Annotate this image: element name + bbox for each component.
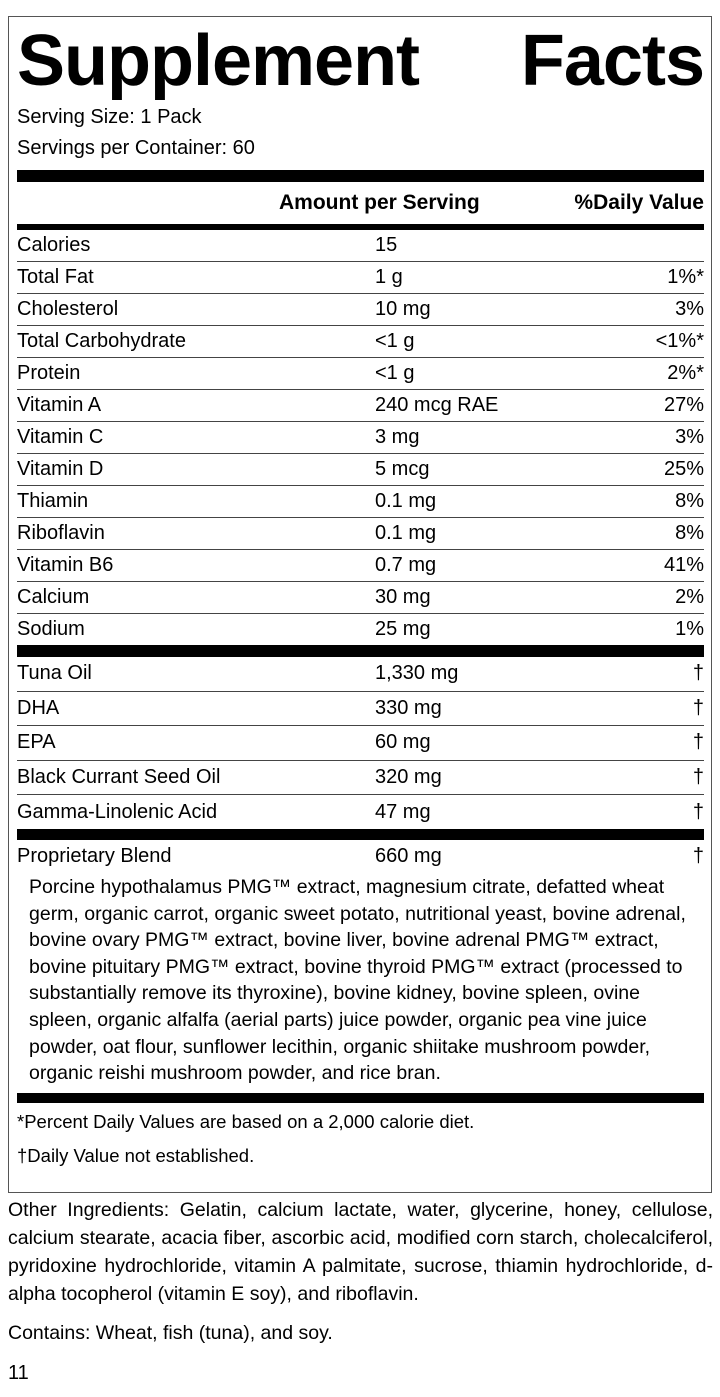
nutrient-name: Total Carbohydrate — [17, 330, 186, 352]
nutrient-name: Thiamin — [17, 490, 89, 512]
nutrient-row: Cholesterol 10 mg 3% — [17, 294, 704, 326]
nutrient-row: Total Carbohydrate <1 g <1%* — [17, 326, 704, 358]
title-word: Supplement — [17, 21, 420, 101]
nutrient-row: Sodium 25 mg 1% — [17, 614, 704, 646]
nutrient-dv: 2%* — [667, 362, 704, 384]
nutrient-dv: † — [692, 731, 704, 754]
nutrient-row: Vitamin A 240 mcg RAE 27% — [17, 390, 704, 422]
nutrient-row: Vitamin D 5 mcg 25% — [17, 454, 704, 486]
serving-size: Serving Size: 1 Pack — [17, 106, 202, 128]
nutrient-name: Riboflavin — [17, 522, 105, 544]
nutrient-dv: 2% — [675, 586, 704, 608]
nutrient-name: Calories — [17, 234, 91, 256]
nutrient-dv: 25% — [663, 458, 704, 480]
nutrient-dv: † — [692, 800, 704, 823]
supplement-facts-panel: Supplement Facts Serving Size: 1 Pack Se… — [8, 16, 712, 1193]
footnote-percent: *Percent Daily Values are based on a 2,0… — [17, 1110, 475, 1132]
nutrient-name: Protein — [17, 362, 81, 384]
nutrient-dv: † — [692, 845, 704, 868]
panel-title: Supplement Facts — [17, 21, 705, 101]
nutrient-amount: 0.1 mg — [375, 522, 437, 544]
nutrient-dv: 3% — [675, 298, 704, 320]
nutrient-dv: † — [692, 696, 704, 719]
nutrient-amount: 1 g — [375, 266, 403, 288]
divider-thick — [17, 1092, 704, 1103]
nutrient-row: Calories 15 — [17, 230, 704, 262]
nutrient-name: Gamma-Linolenic Acid — [17, 800, 218, 823]
nutrient-amount: <1 g — [375, 362, 415, 384]
nutrient-amount: 25 mg — [375, 618, 431, 640]
nutrient-row: EPA 60 mg † — [17, 726, 704, 761]
title-word: Facts — [520, 21, 705, 101]
nutrient-row: Gamma-Linolenic Acid 47 mg † — [17, 795, 704, 830]
nutrient-name: Total Fat — [17, 266, 94, 288]
dv-header: %Daily Value — [574, 191, 704, 214]
nutrient-amount: 15 — [375, 234, 398, 256]
nutrient-name: Proprietary Blend — [17, 845, 172, 868]
nutrient-amount: 30 mg — [375, 586, 431, 608]
nutrient-amount: 0.7 mg — [375, 554, 437, 576]
nutrient-row: DHA 330 mg † — [17, 692, 704, 727]
nutrient-name: Sodium — [17, 618, 85, 640]
servings-per-container: Servings per Container: 60 — [17, 137, 255, 159]
nutrient-dv: 41% — [663, 554, 704, 576]
allergen-statement: Contains: Wheat, fish (tuna), and soy. — [8, 1322, 333, 1344]
nutrient-row: Thiamin 0.1 mg 8% — [17, 486, 704, 518]
nutrient-row: Black Currant Seed Oil 320 mg † — [17, 761, 704, 796]
nutrient-amount: <1 g — [375, 330, 415, 352]
footnote-dagger: †Daily Value not established. — [17, 1144, 255, 1166]
nutrient-row: Total Fat 1 g 1%* — [17, 262, 704, 294]
nutrient-row: Vitamin B6 0.7 mg 41% — [17, 550, 704, 582]
other-ingredients: Other Ingredients: Gelatin, calcium lact… — [8, 1199, 713, 1305]
nutrient-amount: 0.1 mg — [375, 490, 437, 512]
page-number: 11 — [8, 1362, 29, 1384]
nutrient-name: Vitamin B6 — [17, 554, 114, 576]
nutrient-name: Vitamin D — [17, 458, 104, 480]
divider-thick — [17, 828, 704, 840]
nutrient-amount: 10 mg — [375, 298, 431, 320]
nutrient-amount: 1,330 mg — [375, 662, 459, 685]
amount-header: Amount per Serving — [279, 191, 480, 214]
nutrient-dv: † — [692, 662, 704, 685]
nutrient-row-proprietary-blend: Proprietary Blend 660 mg † — [17, 840, 704, 874]
divider-medium — [17, 224, 704, 230]
nutrient-dv: † — [692, 766, 704, 789]
nutrient-name: Cholesterol — [17, 298, 119, 320]
nutrient-row: Tuna Oil 1,330 mg † — [17, 657, 704, 692]
nutrient-amount: 240 mcg RAE — [375, 394, 499, 416]
nutrient-dv: 3% — [675, 426, 704, 448]
nutrient-dv: <1%* — [655, 330, 704, 352]
nutrient-amount: 47 mg — [375, 800, 431, 823]
nutrient-name: Vitamin C — [17, 426, 104, 448]
nutrient-dv: 8% — [675, 490, 704, 512]
nutrient-dv: 1%* — [667, 266, 704, 288]
nutrient-dv: 27% — [663, 394, 704, 416]
nutrient-row: Vitamin C 3 mg 3% — [17, 422, 704, 454]
nutrient-name: Vitamin A — [17, 394, 102, 416]
nutrient-amount: 330 mg — [375, 696, 442, 719]
blend-ingredients: Porcine hypothalamus PMG™ extract, magne… — [29, 875, 686, 1085]
nutrient-name: Tuna Oil — [17, 662, 92, 685]
nutrient-dv: 8% — [675, 522, 704, 544]
nutrient-amount: 5 mcg — [375, 458, 430, 480]
nutrient-amount: 320 mg — [375, 766, 442, 789]
column-header: Amount per Serving %Daily Value — [17, 182, 704, 224]
nutrient-name: Black Currant Seed Oil — [17, 766, 221, 789]
nutrient-row: Protein <1 g 2%* — [17, 358, 704, 390]
nutrient-row: Calcium 30 mg 2% — [17, 582, 704, 614]
nutrient-amount: 60 mg — [375, 731, 431, 754]
nutrient-name: DHA — [17, 696, 60, 719]
divider-thick — [17, 645, 704, 657]
nutrient-amount: 3 mg — [375, 426, 420, 448]
nutrient-name: EPA — [17, 731, 56, 754]
nutrient-dv: 1% — [675, 618, 704, 640]
nutrient-name: Calcium — [17, 586, 90, 608]
nutrient-row: Riboflavin 0.1 mg 8% — [17, 518, 704, 550]
divider-thick — [17, 170, 704, 182]
nutrient-amount: 660 mg — [375, 845, 442, 868]
